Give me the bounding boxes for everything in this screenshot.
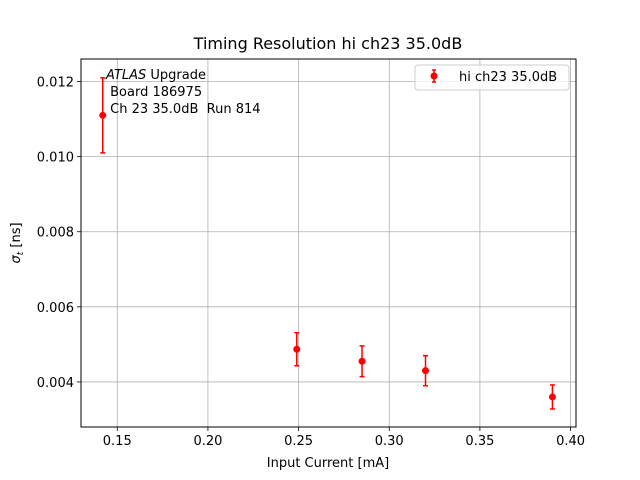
- data-point: [422, 367, 430, 375]
- chart-title: Timing Resolution hi ch23 35.0dB: [193, 34, 463, 53]
- y-axis-ticks: 0.004 0.006 0.008 0.010 0.012: [37, 76, 81, 391]
- y-tick-label: 0.008: [37, 226, 74, 241]
- annotation-line1: ATLAS Upgrade: [105, 68, 206, 83]
- y-tick-label: 0.006: [37, 301, 74, 316]
- data-point: [99, 111, 107, 119]
- y-axis-label-subscript: t: [16, 251, 26, 255]
- data-point: [358, 357, 366, 365]
- plot-frame: [80, 58, 577, 428]
- legend: hi ch23 35.0dB: [414, 64, 570, 91]
- legend-label: hi ch23 35.0dB: [459, 70, 557, 85]
- y-axis-label: σt [ns]: [9, 222, 26, 263]
- legend-box: [414, 64, 570, 91]
- legend-marker: [430, 72, 438, 80]
- x-tick-label: 0.20: [193, 434, 222, 449]
- annotation-line3: Ch 23 35.0dB Run 814: [106, 102, 261, 117]
- x-axis-label: Input Current [mA]: [267, 456, 389, 471]
- x-axis-ticks: 0.15 0.20 0.25 0.30 0.35 0.40: [103, 427, 585, 449]
- y-tick-label: 0.004: [37, 376, 74, 391]
- annotation-line2: Board 186975: [106, 85, 202, 100]
- annotation-upgrade: Upgrade: [146, 68, 206, 83]
- x-tick-label: 0.30: [375, 434, 404, 449]
- annotation: ATLAS Upgrade Board 186975 Ch 23 35.0dB …: [105, 68, 261, 117]
- data-series: [99, 77, 556, 410]
- y-tick-label: 0.012: [37, 76, 74, 91]
- y-axis-label-symbol: σ: [9, 255, 24, 264]
- x-tick-label: 0.15: [103, 434, 132, 449]
- data-point: [548, 393, 556, 401]
- y-axis-label-unit: [ns]: [9, 222, 24, 251]
- x-tick-label: 0.35: [465, 434, 494, 449]
- x-tick-label: 0.40: [556, 434, 585, 449]
- annotation-atlas: ATLAS: [105, 68, 146, 83]
- data-point: [293, 345, 301, 353]
- y-tick-label: 0.010: [37, 151, 74, 166]
- x-tick-label: 0.25: [284, 434, 313, 449]
